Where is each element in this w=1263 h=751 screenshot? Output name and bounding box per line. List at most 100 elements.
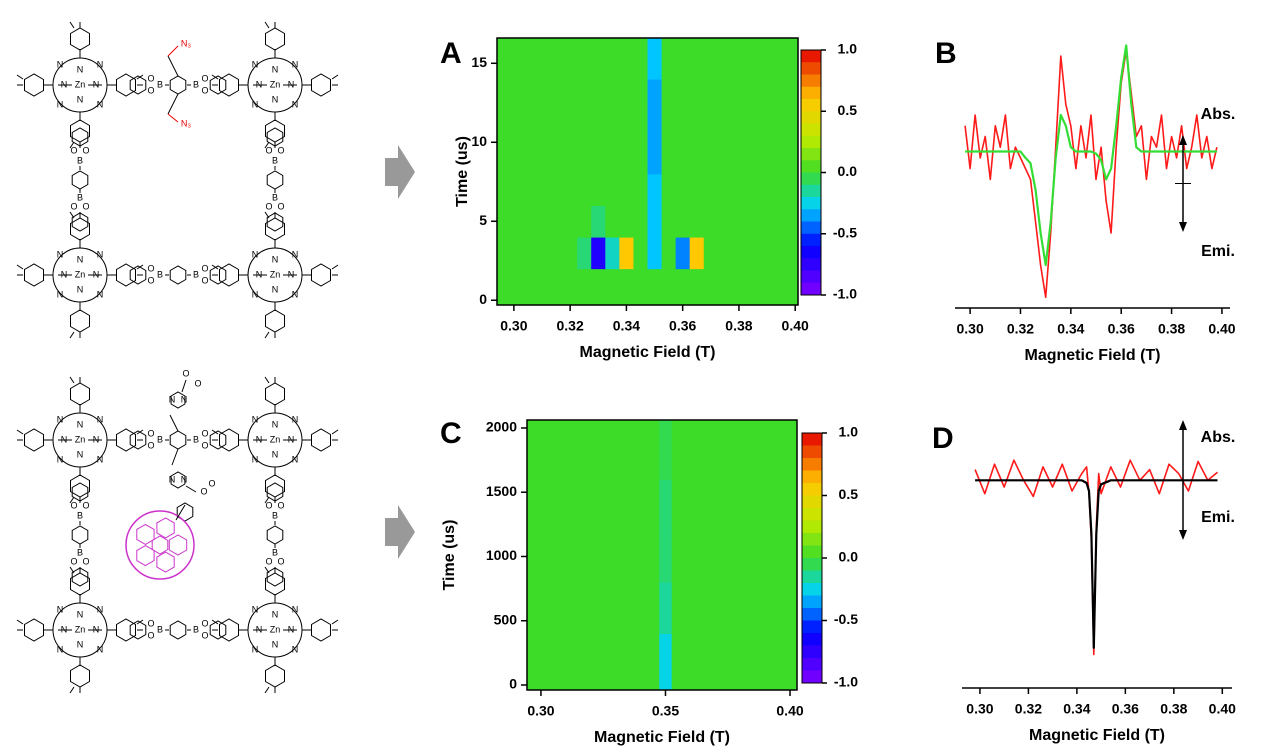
heatmap-cell xyxy=(659,582,673,635)
atom-label: O xyxy=(82,556,89,566)
atom-label: N xyxy=(252,454,259,464)
heatmap-cell xyxy=(671,582,685,635)
colorbar-segment xyxy=(801,62,821,75)
x-tick-label: 0.30 xyxy=(527,703,554,719)
arrow xyxy=(385,145,415,199)
heatmap-cell xyxy=(689,205,705,238)
atom-label: B xyxy=(272,155,278,165)
ring xyxy=(71,567,89,587)
colorbar-segment xyxy=(801,160,821,173)
atom-label: N xyxy=(272,639,279,649)
panel-label: A xyxy=(440,37,462,70)
atom-label: N xyxy=(288,434,295,444)
heatmap-cell xyxy=(605,268,620,305)
bond xyxy=(16,429,24,435)
bond xyxy=(171,448,179,466)
heatmap-cell xyxy=(661,79,677,112)
heatmap-cell xyxy=(497,142,522,175)
heatmap-cell xyxy=(534,79,550,112)
ring xyxy=(136,523,155,545)
heatmap-cell xyxy=(746,479,760,532)
atom-label: Zn xyxy=(270,79,281,89)
colorbar-segment xyxy=(802,558,822,571)
arrow-head xyxy=(1179,530,1187,540)
bond xyxy=(264,141,270,149)
atom-label: N xyxy=(77,254,84,264)
heatmap-cell xyxy=(661,110,677,143)
x-tick-label: 0.35 xyxy=(652,703,679,719)
heatmap-cell xyxy=(758,530,772,583)
heatmap-cell xyxy=(717,268,733,305)
heatmap-cell xyxy=(609,479,623,532)
ring xyxy=(169,620,187,640)
heatmap-cell xyxy=(675,110,691,143)
bond xyxy=(69,496,75,504)
heatmap-cell xyxy=(771,530,785,583)
heatmap-cell xyxy=(549,110,564,143)
atom-label: N xyxy=(292,249,299,259)
heatmap xyxy=(497,38,798,305)
atom-label: O xyxy=(265,145,272,155)
atom-label: O xyxy=(147,85,154,95)
bond xyxy=(167,55,179,77)
heatmap-cell xyxy=(563,205,578,238)
bond xyxy=(331,74,339,80)
colorbar-segment xyxy=(801,74,821,88)
heatmap-cell xyxy=(717,110,733,143)
atom-label: N xyxy=(97,454,104,464)
heatmap-cell xyxy=(745,237,761,270)
heatmap-cell xyxy=(497,268,522,305)
heatmap-cell xyxy=(591,79,606,112)
heatmap-cell xyxy=(609,530,623,583)
heatmap-cell xyxy=(671,420,685,480)
heatmap-cell xyxy=(527,633,548,690)
heatmap-cell xyxy=(783,582,797,635)
atom-label: O xyxy=(277,500,284,510)
heatmap-cell xyxy=(549,79,564,112)
atom-label: N xyxy=(61,79,68,89)
colorbar-segment xyxy=(801,258,821,271)
atom-label: O xyxy=(201,618,208,628)
ring xyxy=(209,620,227,640)
atom-label: N xyxy=(181,474,188,484)
atom-label: N xyxy=(93,269,100,279)
heatmap-cell xyxy=(774,110,789,143)
atom-label: O xyxy=(182,368,189,378)
colorbar-tick-label: -1.0 xyxy=(833,286,857,302)
heatmap-cell xyxy=(745,268,761,305)
ring xyxy=(209,265,227,285)
ring xyxy=(219,618,239,642)
heatmap-cell xyxy=(661,205,677,238)
heatmap-cell xyxy=(646,582,660,635)
heatmap-cell xyxy=(520,38,536,80)
heatmap-cell xyxy=(717,79,733,112)
atom-label: N xyxy=(272,419,279,429)
heatmap-cell xyxy=(547,582,561,635)
atom-label: Zn xyxy=(75,79,86,89)
colorbar-segment xyxy=(802,458,822,471)
heatmap-cell xyxy=(621,420,635,480)
atom-label: B xyxy=(272,192,278,202)
heatmap-cell xyxy=(572,530,586,583)
ring xyxy=(169,265,187,285)
atom-label: O xyxy=(201,440,208,450)
atom-label: Zn xyxy=(270,624,281,634)
atom-label: O xyxy=(265,500,272,510)
heatmap-cell xyxy=(549,237,564,270)
heatmap-cell xyxy=(634,530,648,583)
bond xyxy=(16,74,24,80)
heatmap-cell xyxy=(675,205,691,238)
heatmap-cell xyxy=(547,420,561,480)
heatmap-cell xyxy=(758,633,772,690)
heatmap-cell xyxy=(559,633,573,690)
y-axis-title: Time (us) xyxy=(441,520,458,591)
atom-label: N xyxy=(272,94,279,104)
atom-label: O xyxy=(201,263,208,273)
x-tick-label: 0.32 xyxy=(1007,321,1034,337)
atom-label: O xyxy=(147,263,154,273)
bond xyxy=(185,485,197,493)
heatmap-cell xyxy=(684,582,698,635)
heatmap-cell xyxy=(703,142,719,175)
colorbar-segment xyxy=(802,658,822,671)
heatmap-cell xyxy=(609,633,623,690)
